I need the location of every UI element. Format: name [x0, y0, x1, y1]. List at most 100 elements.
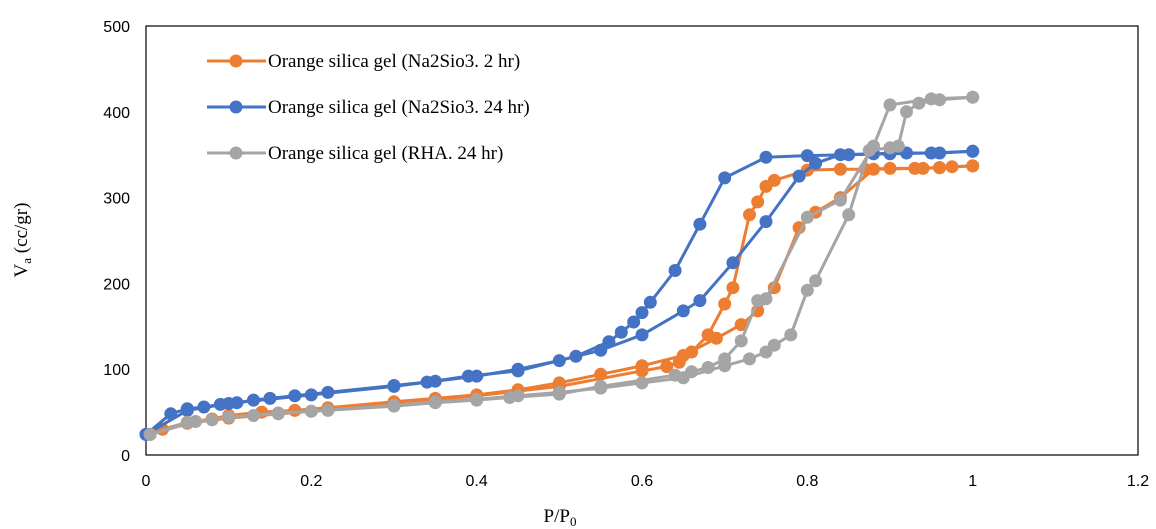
desorption-point [966, 90, 980, 104]
desorption-point [685, 365, 699, 379]
adsorption-point [693, 294, 707, 308]
legend-item: Orange silica gel (Na2Sio3. 24 hr) [207, 97, 530, 118]
desorption-point [718, 297, 732, 311]
desorption-point [387, 399, 401, 413]
desorption-point [800, 210, 814, 224]
desorption-point [180, 403, 194, 417]
y-tick-label: 300 [103, 191, 130, 208]
desorption-point [222, 397, 236, 410]
legend-swatch-marker [229, 100, 243, 114]
x-tick-label: 1.2 [1127, 473, 1149, 490]
desorption-point [945, 160, 959, 174]
y-tick-label: 400 [103, 105, 130, 122]
series-orange-silica-gel-rha-24-hr [143, 90, 980, 441]
desorption-point [883, 161, 897, 175]
adsorption-point [726, 256, 740, 270]
desorption-point [743, 208, 756, 222]
desorption-point [759, 179, 773, 193]
adsorption-point [676, 304, 690, 318]
desorption-point [751, 294, 765, 308]
desorption-point [966, 144, 980, 158]
adsorption-point [767, 338, 781, 352]
legend-swatch-marker [229, 54, 243, 68]
desorption-point [693, 217, 707, 231]
adsorption-point [900, 105, 913, 119]
desorption-point [503, 391, 517, 404]
series-layer [139, 90, 980, 441]
desorption-point [189, 415, 203, 428]
desorption-point [833, 193, 847, 207]
x-tick-label: 0.6 [631, 473, 653, 490]
legend-item: Orange silica gel (RHA. 24 hr) [207, 143, 503, 164]
x-tick-label: 0.2 [300, 473, 322, 490]
desorption-point [672, 355, 686, 369]
adsorption-point [784, 328, 798, 342]
legend-item: Orange silica gel (Na2Sio3. 2 hr) [207, 51, 520, 72]
desorption-point [701, 361, 715, 374]
desorption-point [643, 295, 657, 309]
desorption-point [668, 264, 682, 277]
desorption-point [867, 139, 880, 153]
desorption-point [143, 427, 157, 441]
desorption-point [718, 171, 732, 185]
desorption-point [685, 345, 699, 359]
desorption-point [614, 325, 628, 339]
desorption-point [751, 195, 765, 209]
legend-label: Orange silica gel (RHA. 24 hr) [268, 143, 503, 164]
x-axis-title-main: P/P [544, 506, 570, 527]
legend-label: Orange silica gel (Na2Sio3. 2 hr) [268, 51, 520, 72]
desorption-point [883, 98, 897, 112]
x-tick-label: 0 [142, 473, 151, 490]
desorption-point [726, 281, 740, 295]
desorption-point [842, 148, 856, 162]
desorption-point [304, 388, 318, 402]
adsorption-point [635, 328, 649, 342]
adsorption-point [891, 139, 905, 153]
adsorption-point [809, 274, 823, 288]
desorption-point [800, 149, 814, 163]
adsorption-point [743, 352, 756, 366]
x-axis-title-subscript: 0 [570, 514, 577, 529]
desorption-point [924, 146, 938, 160]
adsorption-point [734, 318, 748, 332]
desorption-point [569, 349, 583, 363]
y-axis: 0 100 200 300 400 500 [103, 19, 130, 465]
desorption-point [660, 360, 674, 374]
y-axis-title-subscript: a [19, 258, 34, 264]
desorption-point [602, 335, 616, 349]
y-tick-label: 500 [103, 19, 130, 36]
x-axis-title: P/P0 [544, 506, 577, 529]
desorption-point [627, 315, 641, 329]
adsorption-point [800, 283, 814, 297]
desorption-point [271, 406, 285, 420]
desorption-point [321, 403, 335, 417]
desorption-point [833, 162, 847, 176]
y-axis-title-units: (cc/gr) [11, 203, 32, 258]
desorption-point [966, 159, 980, 173]
desorption-point [222, 410, 236, 424]
adsorption-point [809, 156, 823, 170]
desorption-point [933, 161, 947, 175]
desorption-point [635, 364, 649, 378]
adsorption-point [842, 208, 856, 222]
desorption-line [149, 95, 973, 436]
adsorption-point [792, 169, 806, 183]
legend-swatch-marker [229, 146, 243, 160]
desorption-point [701, 328, 715, 342]
desorption-point [635, 306, 649, 320]
desorption-point [428, 396, 442, 410]
desorption-point [420, 375, 434, 389]
y-axis-title: Va (cc/gr) [11, 203, 34, 278]
y-tick-label: 200 [103, 276, 130, 293]
y-axis-title-main: V [11, 263, 32, 277]
desorption-point [470, 393, 484, 407]
desorption-point [759, 150, 773, 164]
desorption-point [461, 369, 475, 383]
y-tick-label: 100 [103, 362, 130, 379]
x-axis: 0 0.2 0.4 0.6 0.8 1 1.2 [142, 473, 1150, 490]
x-tick-label: 0.4 [466, 473, 488, 490]
desorption-point [511, 364, 525, 378]
desorption-point [594, 379, 608, 393]
desorption-point [552, 387, 566, 401]
